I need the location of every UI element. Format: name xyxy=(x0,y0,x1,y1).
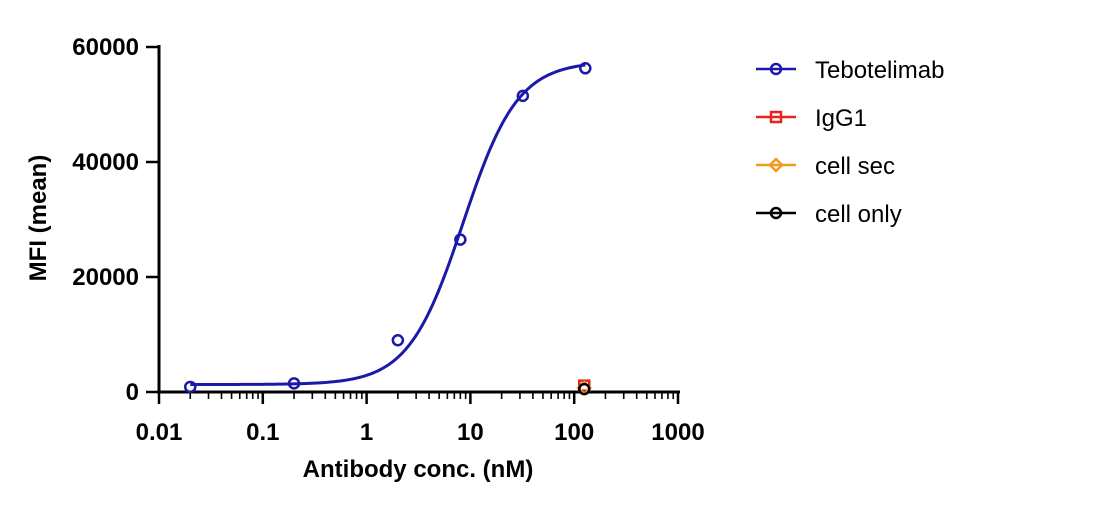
legend-item: IgG1 xyxy=(756,105,867,132)
legend: Tebotelimab IgG1 cell sec cell only xyxy=(756,57,944,228)
data-point xyxy=(516,89,530,103)
data-point xyxy=(391,334,405,347)
legend-item: cell sec xyxy=(756,153,895,180)
y-tick-label: 0 xyxy=(126,379,139,406)
tick-labels: 0.01 0.1 1 10 100 1000 0 20000 40000 60000 xyxy=(72,34,704,446)
x-tick-label: 10 xyxy=(457,419,484,446)
series-0 xyxy=(183,62,592,394)
axis-major-ticks xyxy=(146,45,680,404)
x-tick-label: 1000 xyxy=(651,419,704,446)
x-tick-label: 100 xyxy=(554,419,594,446)
x-tick-label: 0.1 xyxy=(246,419,279,446)
data-point xyxy=(579,62,592,75)
y-tick-label: 60000 xyxy=(72,34,139,61)
legend-marker xyxy=(768,157,784,173)
x-tick-label: 1 xyxy=(360,419,373,446)
data-point xyxy=(454,233,467,246)
fit-curve xyxy=(190,63,586,387)
legend-item: Tebotelimab xyxy=(756,57,944,84)
legend-label: cell only xyxy=(815,201,902,228)
data-point xyxy=(578,382,591,396)
x-axis-title: Antibody conc. (nM) xyxy=(303,456,534,483)
legend-label: IgG1 xyxy=(815,105,867,132)
series-3 xyxy=(578,382,591,396)
series-layer xyxy=(183,62,593,396)
data-point xyxy=(287,377,301,390)
legend-label: cell sec xyxy=(815,153,895,180)
legend-marker xyxy=(769,62,783,76)
y-axis-title: MFI (mean) xyxy=(25,155,52,282)
y-tick-label: 20000 xyxy=(72,264,139,291)
legend-marker xyxy=(769,206,783,220)
legend-item: cell only xyxy=(756,201,902,228)
y-tick-label: 40000 xyxy=(72,149,139,176)
data-point xyxy=(183,380,197,394)
legend-label: Tebotelimab xyxy=(815,57,944,84)
x-tick-label: 0.01 xyxy=(136,419,183,446)
legend-marker xyxy=(769,110,783,124)
